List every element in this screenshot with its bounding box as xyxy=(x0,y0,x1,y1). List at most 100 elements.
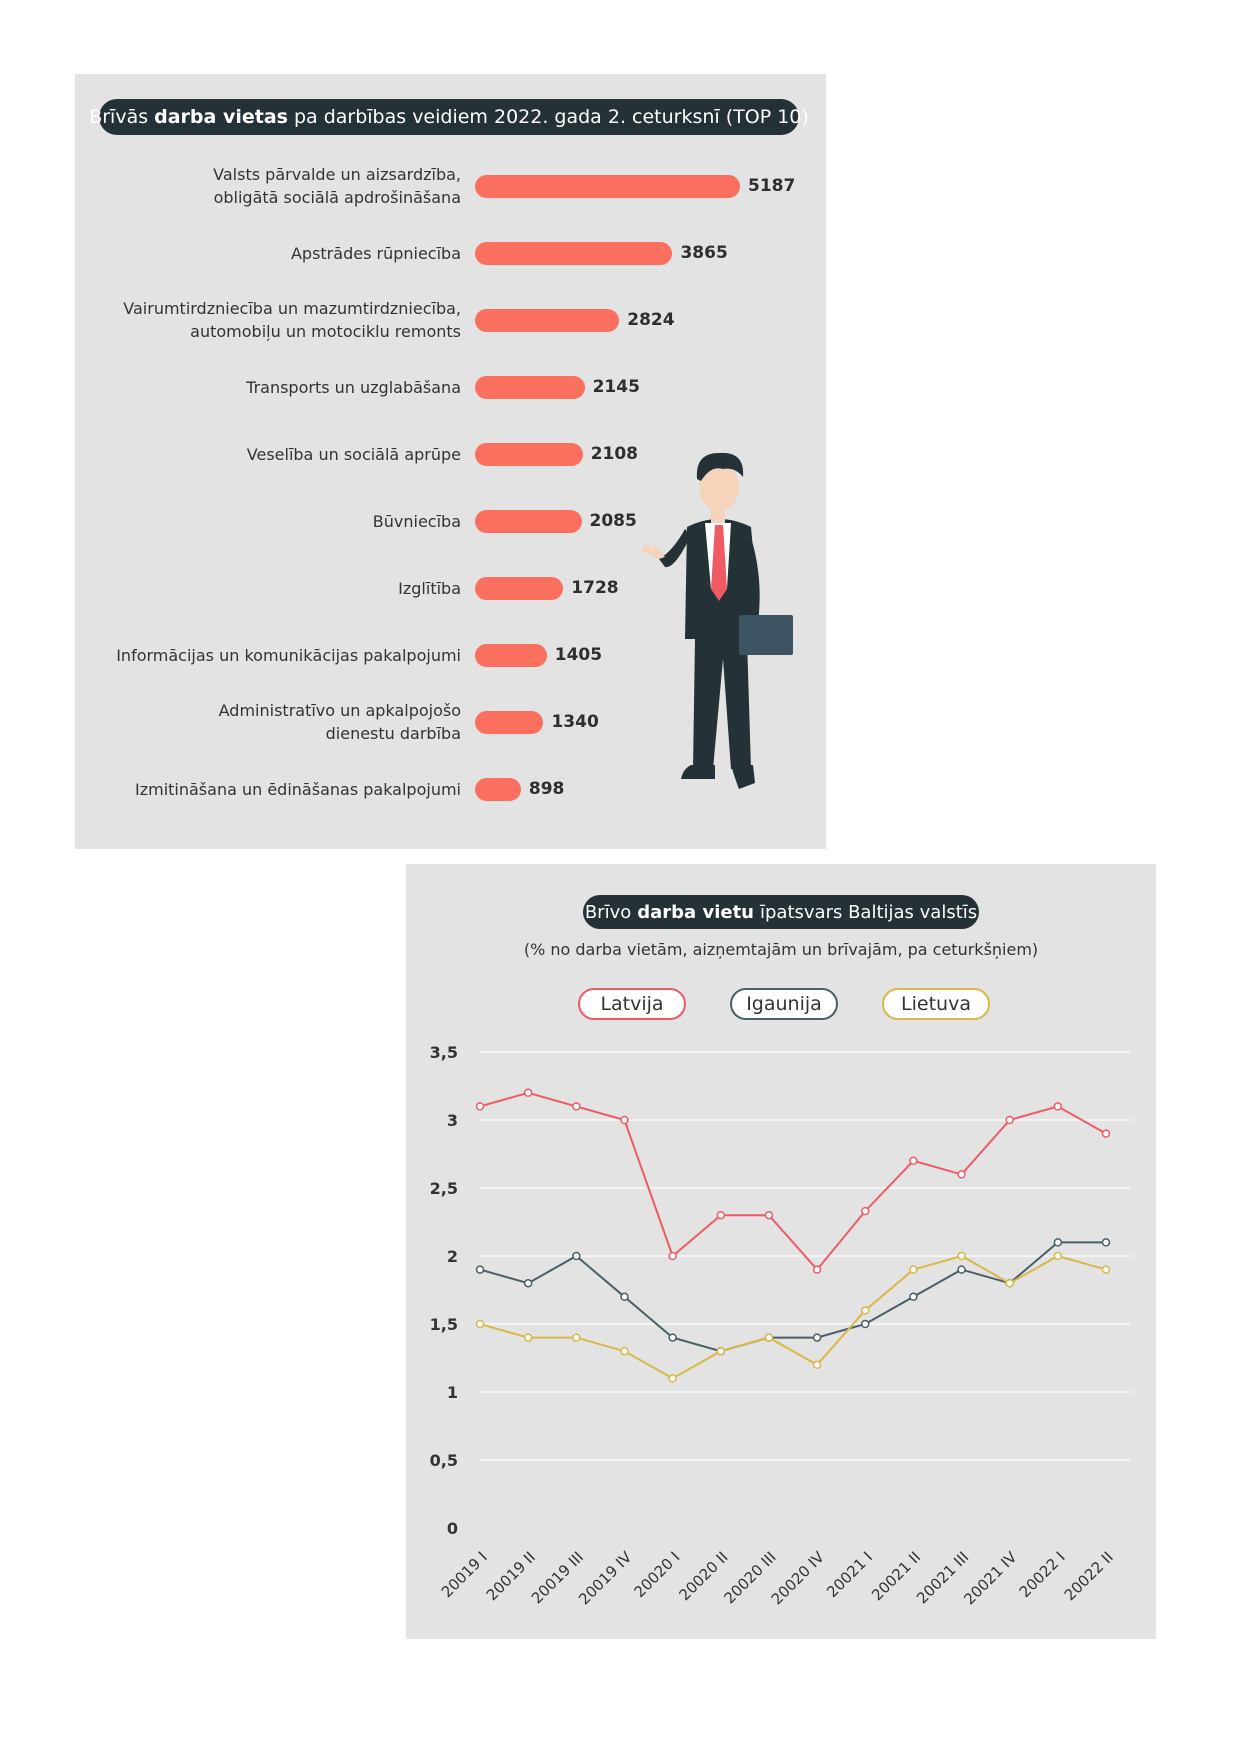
data-point-latvija xyxy=(475,1102,485,1111)
data-point-latvija xyxy=(572,1102,581,1111)
line-chart-title-pre: Brīvo xyxy=(584,901,632,923)
bar-category-label: Izmitināšana un ēdināšanas pakalpojumi xyxy=(135,778,461,801)
bar-category-label-line: Veselība un sociālā aprūpe xyxy=(246,444,461,464)
bar-value-label: 1405 xyxy=(554,644,603,665)
legend-item-latvija: Latvija xyxy=(578,988,686,1020)
x-tick-label: 20020 IV xyxy=(768,1548,829,1609)
x-tick-label: 20022 II xyxy=(1061,1548,1117,1604)
x-tick-label: 20020 I xyxy=(630,1548,683,1601)
data-point-lietuva xyxy=(475,1319,485,1329)
y-tick-label: 3,5 xyxy=(430,1043,458,1062)
legend-item-igaunija: Igaunija xyxy=(730,988,838,1020)
presenter-illustration xyxy=(641,452,793,789)
y-tick-label: 0,5 xyxy=(430,1451,458,1470)
bar-value-label: 5187 xyxy=(748,175,796,196)
bar-value-label: 2824 xyxy=(627,309,675,330)
data-point-igaunija xyxy=(572,1251,581,1261)
bar-category-label: Valsts pārvalde un aizsardzība, obligātā … xyxy=(213,163,461,209)
data-point-latvija xyxy=(1005,1115,1014,1125)
bar-category-label: Vairumtirdzniecība un mazumtirdzniecība,… xyxy=(123,297,461,343)
bar xyxy=(475,777,521,801)
data-point-igaunija xyxy=(860,1319,870,1329)
data-point-latvija xyxy=(620,1115,629,1125)
bar-category-label-line: Apstrādes rūpniecība xyxy=(290,243,461,263)
data-point-latvija xyxy=(812,1265,822,1274)
top10-bar-chart-panel: Brīvās darba vietas pa darbības veidiem … xyxy=(75,74,826,849)
bar-chart-title-pre: Brīvās xyxy=(89,106,149,128)
x-tick-label: 20022 I xyxy=(1016,1548,1069,1601)
y-tick-label: 3 xyxy=(447,1111,458,1130)
bar-category-label-line: Būvniecība xyxy=(372,511,461,531)
bar-category-label: Informācijas un komunikācijas pakalpojum… xyxy=(116,644,461,667)
bar-category-label-line: Informācijas un komunikācijas pakalpojum… xyxy=(116,645,461,665)
bar xyxy=(475,710,544,734)
bar-value-label: 1728 xyxy=(571,577,619,598)
bar-category-label-line: Administratīvo un apkalpojošo xyxy=(218,701,461,720)
bar xyxy=(475,241,673,265)
legend-item-lietuva: Lietuva xyxy=(882,988,990,1020)
bar xyxy=(475,576,564,600)
line-chart-panel: Brīvo darba vietu īpatsvars Baltijas val… xyxy=(406,864,1156,1639)
bar-value-label: 898 xyxy=(528,778,565,799)
bar-chart-title: Brīvās darba vietas pa darbības veidiem … xyxy=(89,99,809,135)
data-point-latvija xyxy=(909,1156,918,1166)
data-point-lietuva xyxy=(764,1333,774,1342)
data-point-lietuva xyxy=(812,1360,822,1370)
x-tick-label: 20019 I xyxy=(438,1548,491,1601)
bar xyxy=(475,509,582,533)
data-point-igaunija xyxy=(475,1265,485,1274)
bar-category-label: Veselība un sociālā aprūpe xyxy=(247,443,461,466)
bar-category-label: Būvniecība xyxy=(373,510,461,533)
data-point-latvija xyxy=(764,1210,774,1220)
bar-value-label: 3865 xyxy=(680,242,728,263)
data-point-latvija xyxy=(523,1088,533,1098)
bar xyxy=(475,308,620,332)
bar-category-label: Izglītība xyxy=(398,577,461,600)
y-tick-label: 0 xyxy=(447,1519,458,1538)
bar-value-label: 1340 xyxy=(551,711,599,732)
bar-chart-title-bold: darba vietas xyxy=(154,106,288,128)
line-chart-title-bold: darba vietu xyxy=(637,901,754,923)
y-tick-label: 2,5 xyxy=(430,1179,458,1198)
data-point-lietuva xyxy=(523,1333,533,1342)
data-point-igaunija xyxy=(1053,1238,1063,1247)
x-tick-label: 20021 IV xyxy=(960,1548,1021,1609)
data-point-lietuva xyxy=(957,1251,966,1261)
line-chart-subtitle: (% no darba vietām, aizņemtajām un brīva… xyxy=(523,940,1039,959)
bar-value-label: 2085 xyxy=(589,510,637,531)
series-line-latvija xyxy=(479,1091,1107,1272)
line-chart-title: Brīvo darba vietu īpatsvars Baltijas val… xyxy=(583,895,979,929)
bar-category-label-line: Vairumtirdzniecība un mazumtirdzniecība, xyxy=(123,299,461,318)
data-point-lietuva xyxy=(1101,1265,1111,1274)
bar-category-label: Apstrādes rūpniecība xyxy=(291,242,461,265)
data-point-igaunija xyxy=(620,1292,629,1302)
bar-category-label-line: Transports un uzglabāšana xyxy=(246,377,461,397)
data-point-lietuva xyxy=(572,1333,581,1342)
x-tick-label: 20019 IV xyxy=(575,1548,636,1609)
bar-category-label-line: Izmitināšana un ēdināšanas pakalpojumi xyxy=(134,779,461,799)
bar-category-label-line: Izglītība xyxy=(398,578,461,598)
series-line-igaunija xyxy=(479,1241,1106,1353)
bar-value-label: 2145 xyxy=(592,376,640,397)
data-point-igaunija xyxy=(909,1292,918,1302)
series-line-lietuva xyxy=(479,1254,1107,1380)
data-point-latvija xyxy=(1101,1129,1111,1138)
data-point-lietuva xyxy=(909,1265,918,1274)
data-point-latvija xyxy=(716,1210,726,1220)
data-point-lietuva xyxy=(1053,1251,1063,1261)
x-tick-label: 20021 I xyxy=(823,1548,876,1601)
bar xyxy=(475,643,547,667)
data-point-lietuva xyxy=(716,1346,726,1356)
data-point-igaunija xyxy=(1101,1238,1111,1247)
bar-category-label-line: automobiļu un motociklu remonts xyxy=(190,322,461,341)
bar-category-label-line: obligātā sociālā apdrošināšana xyxy=(213,188,461,207)
y-tick-label: 2 xyxy=(447,1247,458,1266)
data-point-igaunija xyxy=(668,1333,677,1342)
bar xyxy=(475,375,585,399)
data-point-latvija xyxy=(668,1251,677,1261)
data-point-lietuva xyxy=(668,1374,677,1383)
y-tick-label: 1 xyxy=(447,1383,458,1402)
data-point-igaunija xyxy=(812,1333,822,1342)
data-point-latvija xyxy=(860,1206,870,1216)
